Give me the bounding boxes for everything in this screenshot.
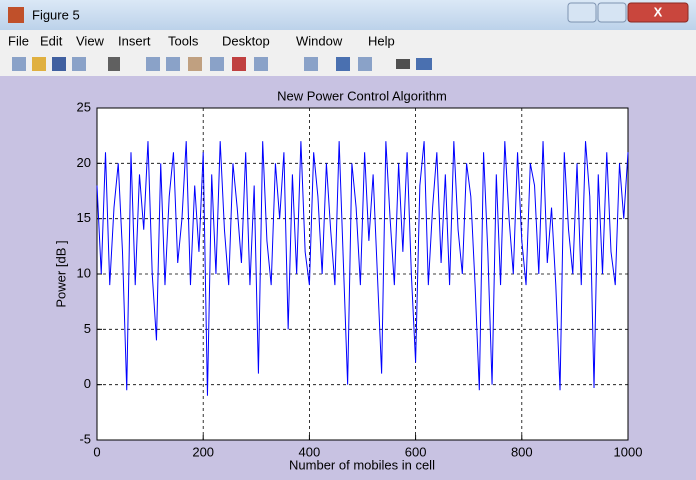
tool-icon[interactable] (336, 57, 350, 71)
y-tick-label: 25 (77, 99, 91, 114)
menu-bar (0, 30, 696, 52)
y-tick-label: 15 (77, 210, 91, 225)
tool-icon[interactable] (32, 57, 46, 71)
close-button[interactable] (627, 2, 689, 23)
tool-icon[interactable] (188, 57, 202, 71)
tool-icon[interactable] (254, 57, 268, 71)
menu-item[interactable]: Desktop (222, 33, 270, 48)
maximize-button[interactable] (597, 2, 627, 23)
y-tick-label: 5 (84, 321, 91, 336)
tool-icon[interactable] (210, 57, 224, 71)
y-tick-label: 0 (84, 376, 91, 391)
tool-icon[interactable] (304, 57, 318, 71)
x-tick-label: 1000 (614, 444, 643, 459)
tool-icon[interactable] (108, 57, 120, 71)
y-tick-label: 10 (77, 265, 91, 280)
menu-item[interactable]: Help (368, 33, 395, 48)
y-tick-label: -5 (79, 431, 91, 446)
x-axis-label: Number of mobiles in cell (289, 457, 435, 472)
tool-icon[interactable] (358, 57, 372, 71)
minimize-button[interactable] (567, 2, 597, 23)
menu-item[interactable]: Tools (168, 33, 199, 48)
tool-icon[interactable] (72, 57, 86, 71)
toolbar-icons (12, 57, 432, 71)
tool-icon[interactable] (166, 57, 180, 71)
data-line (96, 141, 629, 396)
y-tick-label: 20 (77, 155, 91, 170)
x-tick-label: 400 (299, 444, 321, 459)
tool-icon[interactable] (232, 57, 246, 71)
tool-icon[interactable] (396, 59, 410, 69)
tool-icon[interactable] (52, 57, 66, 71)
tool-icon[interactable] (146, 57, 160, 71)
menu-item[interactable]: Insert (118, 33, 151, 48)
menu-item[interactable]: File (8, 33, 29, 48)
close-icon: X (654, 4, 663, 19)
menu-item[interactable]: View (76, 33, 105, 48)
x-tick-label: 0 (93, 444, 100, 459)
chart-title: New Power Control Algorithm (277, 88, 447, 103)
tool-icon[interactable] (416, 58, 432, 70)
app-icon (8, 7, 24, 23)
tool-icon[interactable] (12, 57, 26, 71)
menu-group: File Edit View Insert Tools Desktop Window Help (8, 33, 395, 48)
y-axis-label: Power [dB ] (53, 240, 68, 307)
window-title: Figure 5 (32, 7, 80, 22)
x-tick-label: 600 (405, 444, 427, 459)
x-tick-label: 200 (192, 444, 214, 459)
menu-item[interactable]: Edit (40, 33, 63, 48)
menu-item[interactable]: Window (296, 33, 343, 48)
x-tick-label: 800 (511, 444, 533, 459)
